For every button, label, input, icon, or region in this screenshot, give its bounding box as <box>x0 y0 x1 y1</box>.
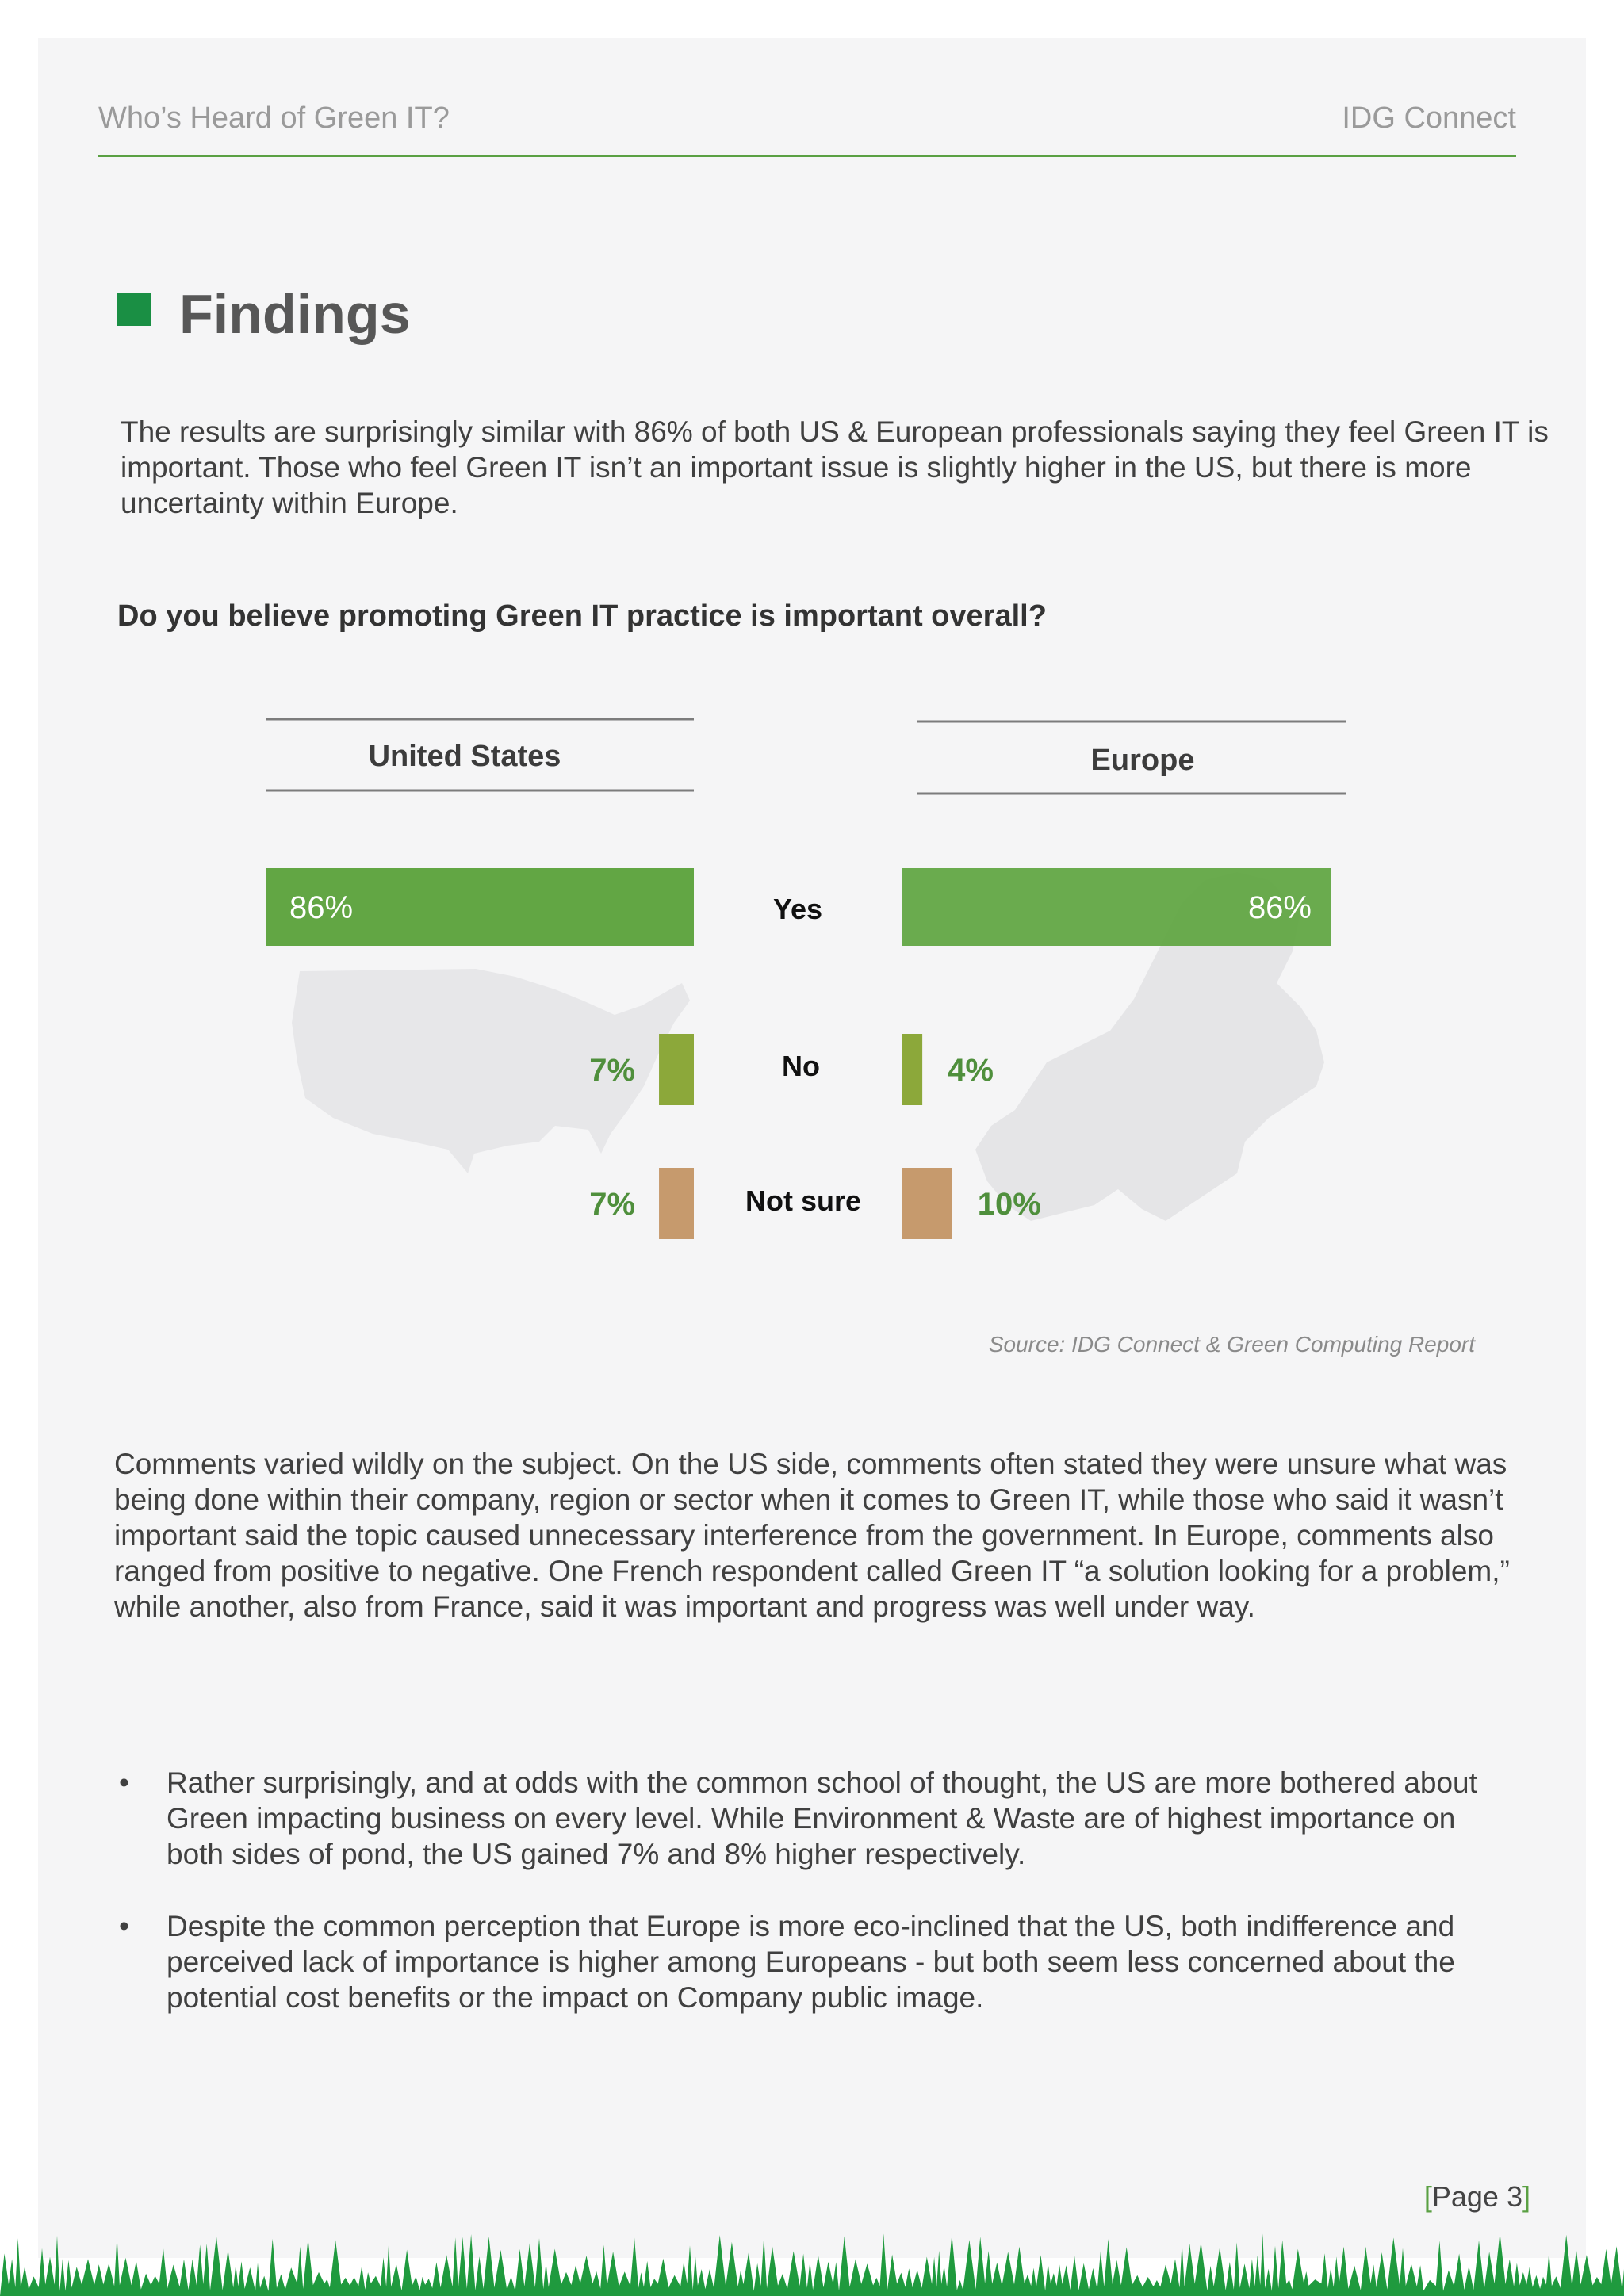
source-note: Source: IDG Connect & Green Computing Re… <box>988 1332 1475 1357</box>
page-number: [Page 3] <box>1424 2180 1530 2214</box>
europe-map-icon <box>975 872 1324 1221</box>
list-item: • Rather surprisingly, and at odds with t… <box>119 1765 1515 1872</box>
bullet-icon: • <box>119 1766 129 1799</box>
value-label-europe-no: 4% <box>948 1053 994 1088</box>
value-label-us-yes: 86% <box>289 890 353 925</box>
bar-europe-no <box>902 1034 923 1105</box>
category-label-not-sure: Not sure <box>745 1184 861 1217</box>
bar-us-not-sure <box>659 1168 694 1239</box>
header-divider <box>98 155 1516 157</box>
us-series-label: United States <box>369 740 561 773</box>
value-label-europe-not-sure: 10% <box>978 1187 1041 1222</box>
grass-decoration <box>0 2233 1624 2296</box>
bar-us-yes <box>266 868 694 946</box>
header-report-title: Who’s Heard of Green IT? <box>98 101 450 135</box>
value-label-europe-yes: 86% <box>1248 890 1312 925</box>
us-map-icon <box>292 969 690 1173</box>
list-item: • Despite the common perception that Euro… <box>119 1908 1515 2015</box>
bracket-open-icon: [ <box>1423 2180 1432 2213</box>
header-publisher: IDG Connect <box>1342 101 1516 135</box>
list-item-text: Rather surprisingly, and at odds with th… <box>167 1766 1477 1870</box>
europe-series-label: Europe <box>1091 744 1195 777</box>
value-label-us-not-sure: 7% <box>589 1187 635 1222</box>
category-label-no: No <box>782 1050 820 1082</box>
comments-paragraph: Comments varied wildly on the subject. O… <box>114 1448 1510 1623</box>
intro-paragraph: The results are surprisingly similar wit… <box>121 415 1549 519</box>
page-sheet <box>38 38 1586 2258</box>
bar-us-no <box>659 1034 694 1105</box>
bracket-close-icon: ] <box>1522 2180 1530 2213</box>
key-points-list: • Rather surprisingly, and at odds with t… <box>119 1765 1515 2052</box>
bullet-icon: • <box>119 1910 129 1942</box>
list-item-text: Despite the common perception that Europ… <box>167 1910 1455 2014</box>
page-number-label: Page 3 <box>1431 2180 1522 2213</box>
chart-question: Do you believe promoting Green IT practi… <box>117 599 1047 633</box>
category-label-yes: Yes <box>773 893 822 925</box>
value-label-us-no: 7% <box>589 1053 635 1088</box>
bar-europe-not-sure <box>902 1168 952 1239</box>
heading-square-icon <box>117 293 151 326</box>
section-title: Findings <box>179 283 411 345</box>
bar-europe-yes <box>902 868 1331 946</box>
